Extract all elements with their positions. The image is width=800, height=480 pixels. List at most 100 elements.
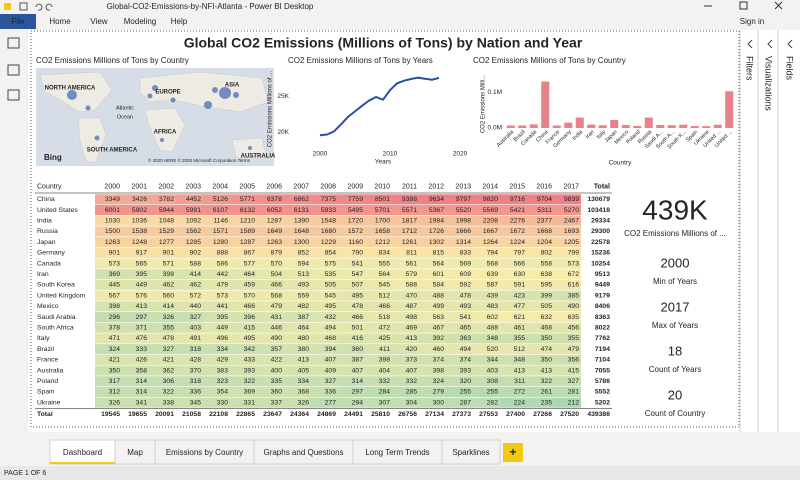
add-page-button[interactable]: [503, 443, 523, 462]
table-cell: 387: [352, 357, 364, 364]
cell-bg: [122, 344, 149, 355]
x-axis-title: Country: [609, 160, 633, 167]
map-label: Ocean: [117, 114, 133, 120]
table-header: 2011: [402, 183, 417, 190]
table-cell: 6052: [267, 207, 282, 214]
cell-bg: [257, 226, 284, 237]
table-cell: 2208: [483, 218, 498, 225]
menu-item[interactable]: File: [12, 17, 25, 26]
pane-title[interactable]: Filters: [745, 56, 755, 81]
cell-bg: [392, 322, 419, 333]
data-view-icon[interactable]: [7, 64, 20, 76]
report-view-icon[interactable]: [7, 37, 20, 49]
table-cell: 338: [163, 399, 175, 406]
cell-bg: [473, 205, 500, 216]
cell-bg: [527, 258, 554, 269]
page-tab-label[interactable]: Dashboard: [63, 448, 102, 457]
page-tab-label[interactable]: Map: [127, 448, 143, 457]
report-title: Global CO2 Emissions (Millions of Tons) …: [184, 35, 583, 51]
page-tab-label[interactable]: Long Term Trends: [365, 448, 429, 457]
table-cell: 5552: [595, 389, 610, 396]
table-cell: 333: [136, 346, 148, 353]
x-tick-label: 2020: [453, 151, 468, 158]
page-tab[interactable]: [49, 439, 116, 465]
bar: [610, 119, 619, 128]
table-cell: 5495: [348, 207, 363, 214]
table-cell: 403: [487, 367, 499, 374]
file-button-bg[interactable]: [0, 14, 36, 29]
table-total-cell: 19545: [101, 411, 120, 418]
cell-bg: [95, 354, 122, 365]
undo-icon[interactable]: [35, 3, 43, 11]
page-tab-label[interactable]: Emissions by Country: [166, 448, 243, 457]
cell-bg: [473, 354, 500, 365]
cell-bg: [95, 258, 122, 269]
menu-item[interactable]: Help: [171, 17, 188, 26]
save-icon[interactable]: [19, 2, 28, 11]
cell-bg: [365, 354, 392, 365]
table-cell: 493: [460, 303, 472, 310]
cell-bg: [203, 312, 230, 323]
table-cell: 474: [541, 346, 553, 353]
table-cell: China: [37, 196, 55, 203]
table-cell: 632: [541, 314, 553, 321]
table-cell: 547: [352, 271, 364, 278]
pane-title[interactable]: Visualizations: [764, 56, 774, 111]
cell-bg: [284, 237, 311, 248]
maximize[interactable]: [739, 1, 748, 10]
pane-chevrons[interactable]: [747, 39, 793, 49]
menu-item[interactable]: Modeling: [124, 17, 156, 26]
cell-bg: [311, 290, 338, 301]
table-cell: 1672: [510, 228, 525, 235]
close[interactable]: [774, 1, 783, 10]
cell-bg: [554, 226, 581, 237]
table-cell: 8022: [595, 325, 610, 332]
menu-item[interactable]: View: [90, 17, 107, 26]
table-cell: 370: [190, 367, 202, 374]
cell-bg: [257, 301, 284, 312]
cell-bg: [527, 376, 554, 387]
table-cell: South Africa: [37, 325, 74, 332]
cell-bg: [419, 205, 446, 216]
cell-bg: [95, 226, 122, 237]
status-bar: [0, 466, 800, 480]
cell-bg: [122, 194, 149, 205]
table-cell: 393: [244, 367, 256, 374]
table-cell: 470: [406, 292, 418, 299]
sign-in[interactable]: Sign in: [740, 17, 764, 26]
pane-title[interactable]: Fields: [785, 56, 795, 81]
cell-bg: [95, 397, 122, 408]
table-cell: 802: [541, 250, 553, 257]
add-page-label[interactable]: +: [509, 445, 516, 459]
y-tick-label: 0.1M: [488, 89, 502, 96]
table-cell: 566: [514, 260, 526, 267]
cell-bg: [122, 215, 149, 226]
table-header: 2003: [185, 183, 201, 190]
model-view-icon[interactable]: [7, 89, 20, 101]
bar: [713, 124, 722, 128]
table-cell: 572: [190, 292, 202, 299]
table-cell: 495: [244, 335, 256, 342]
cell-bg: [392, 279, 419, 290]
redo-icon[interactable]: [45, 3, 53, 11]
page-tab[interactable]: [352, 439, 443, 465]
menu-item[interactable]: Home: [49, 17, 71, 26]
table-cell: 476: [136, 335, 148, 342]
cell-bg: [446, 226, 473, 237]
cell-bg: [230, 386, 257, 397]
page-tab[interactable]: [154, 439, 255, 465]
cell-bg: [500, 279, 527, 290]
table-total-cell: 25810: [371, 411, 390, 418]
cell-bg: [527, 194, 554, 205]
page-tab[interactable]: [441, 439, 501, 465]
table-cell: 344: [487, 357, 499, 364]
page-tab[interactable]: [253, 439, 354, 465]
cell-bg: [338, 312, 365, 323]
table-cell: 1562: [186, 228, 201, 235]
map-title: CO2 Emissions Millions of Tons by Countr…: [36, 56, 189, 65]
cell-bg: [338, 344, 365, 355]
page-tab-label[interactable]: Graphs and Questions: [263, 448, 343, 457]
table-cell: South Korea: [37, 282, 75, 289]
table-cell: 331: [244, 399, 256, 406]
page-tab-label[interactable]: Sparklines: [452, 448, 489, 457]
